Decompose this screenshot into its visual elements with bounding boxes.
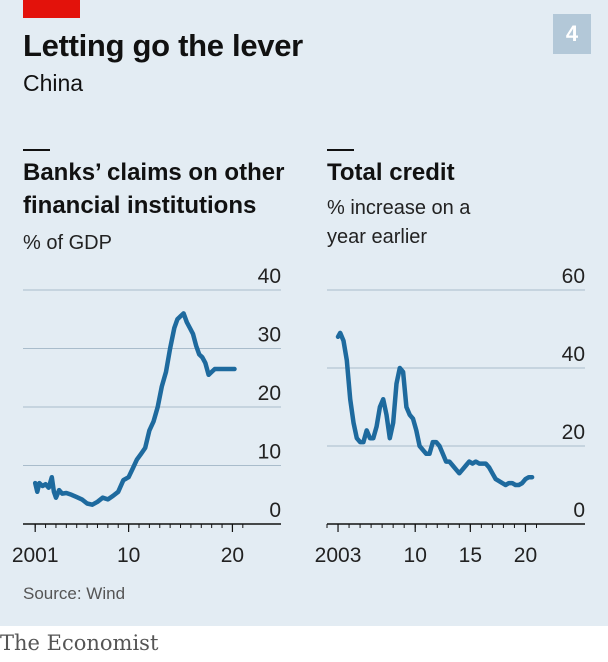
economist-logo: The Economist (0, 631, 159, 655)
left-chart-title: Banks’ claims on other financial institu… (23, 159, 285, 219)
right-y-tick-label: 40 (562, 343, 585, 366)
left-x-tick-label: 20 (221, 544, 244, 567)
chart-number-badge: 4 (553, 14, 591, 54)
right-y-tick-label: 20 (562, 421, 585, 444)
left-chart-unit: % of GDP (23, 232, 112, 254)
left-x-tick-label: 10 (117, 544, 140, 567)
left-y-tick-label: 20 (258, 382, 281, 405)
right-y-tick-label: 60 (562, 265, 585, 288)
left-y-tick-label: 10 (258, 441, 281, 464)
page-subtitle: China (23, 70, 84, 96)
source-note: Source: Wind (23, 584, 126, 603)
right-chart-rule (327, 149, 354, 151)
left-y-tick-label: 40 (258, 265, 281, 288)
left-series-line (32, 311, 237, 507)
right-x-tick-label: 20 (514, 544, 537, 567)
right-chart-title: Total credit (327, 159, 455, 186)
left-x-tick-label: 2001 (12, 544, 59, 567)
right-chart-unit: % increase on a year earlier (327, 197, 471, 248)
right-x-tick-label: 10 (404, 544, 427, 567)
left-chart-rule (23, 149, 50, 151)
right-series-line (335, 330, 535, 488)
chart-panel (0, 0, 608, 626)
right-x-tick-label: 2003 (315, 544, 362, 567)
left-y-tick-label: 0 (269, 499, 281, 522)
right-x-tick-label: 15 (459, 544, 482, 567)
right-y-tick-label: 0 (573, 499, 585, 522)
brand-red-tag (23, 0, 80, 18)
charts-svg: 0 10 20 30 40 2001 10 20 0 20 40 60 2003 10 15 20 (12, 265, 585, 567)
left-y-tick-label: 30 (258, 324, 281, 347)
page-title: Letting go the lever (23, 28, 303, 63)
